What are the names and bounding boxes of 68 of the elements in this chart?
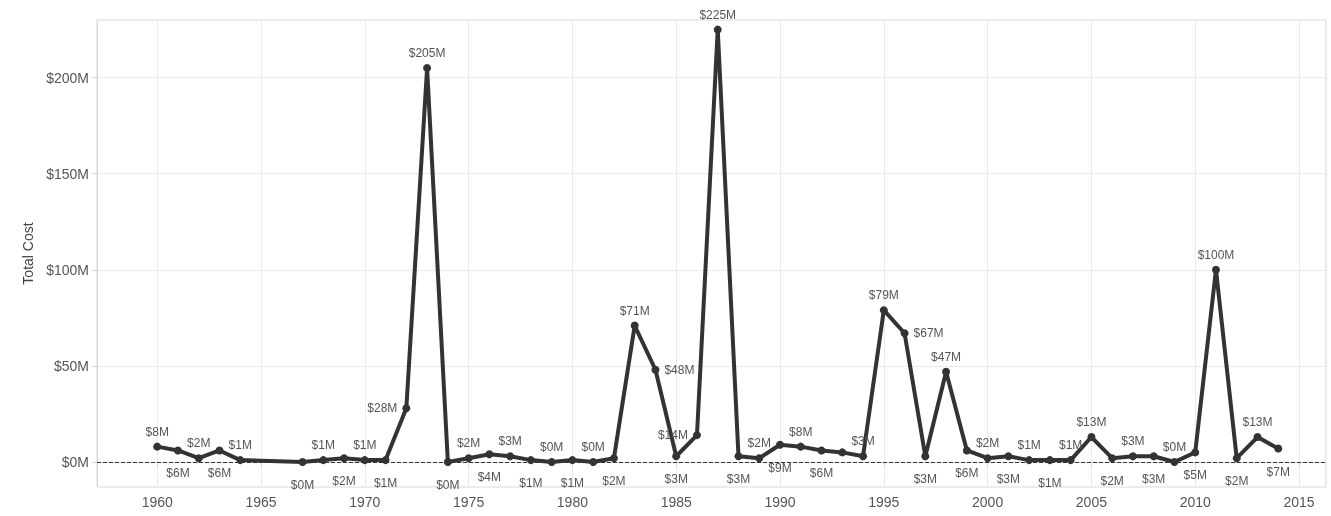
x-tick-label: 1975 — [453, 494, 485, 510]
data-label: $8M — [789, 424, 813, 439]
x-tick-label: 2010 — [1179, 494, 1211, 510]
data-label: $79M — [868, 288, 899, 303]
data-label: $3M — [498, 434, 522, 449]
data-label: $1M — [373, 476, 398, 491]
data-label: $100M — [1197, 247, 1235, 262]
data-label: $3M — [996, 472, 1021, 487]
data-label: $1M — [353, 438, 377, 453]
y-tick-label: $200M — [46, 69, 89, 86]
data-label: $0M — [1162, 440, 1187, 455]
data-label: $1M — [1058, 438, 1083, 453]
data-label: $47M — [931, 349, 962, 364]
x-tick-label: 1995 — [868, 494, 900, 510]
data-label: $3M — [1142, 472, 1166, 487]
x-tick-label: 1960 — [141, 494, 173, 510]
x-tick-label: 2005 — [1075, 494, 1108, 510]
data-label: $225M — [699, 7, 737, 22]
data-label: $7M — [1266, 464, 1290, 479]
data-label: $67M — [913, 326, 944, 341]
data-label: $2M — [975, 436, 1000, 451]
data-label: $48M — [664, 362, 695, 377]
data-label: $28M — [367, 401, 398, 416]
data-label: $6M — [809, 466, 834, 481]
data-label: $13M — [1242, 415, 1273, 430]
x-tick-label: 1990 — [764, 494, 796, 510]
data-label: $0M — [581, 440, 605, 455]
data-label: $3M — [726, 472, 751, 487]
data-label: $6M — [207, 466, 232, 481]
data-label: $1M — [519, 476, 543, 491]
data-label: $1M — [1038, 476, 1062, 491]
data-label: $3M — [664, 472, 688, 487]
data-label: $205M — [408, 46, 446, 61]
x-tick-label: 1980 — [556, 494, 589, 510]
data-label: $1M — [1017, 438, 1041, 453]
data-label: $0M — [539, 440, 564, 455]
data-label: $2M — [1100, 474, 1124, 489]
data-label: $2M — [456, 436, 481, 451]
data-label: $1M — [311, 438, 335, 453]
x-tick-label: 2000 — [972, 494, 1004, 510]
data-label: $0M — [290, 478, 315, 493]
x-tick-label: 1985 — [660, 494, 692, 510]
y-tick-label: $0M — [61, 454, 89, 471]
data-label: $8M — [145, 424, 169, 439]
data-label: $2M — [187, 436, 211, 451]
data-label: $13M — [1076, 415, 1107, 430]
data-label: $0M — [436, 478, 460, 493]
data-label: $6M — [166, 466, 190, 481]
data-label: $2M — [747, 436, 771, 451]
data-label: $3M — [1121, 434, 1145, 449]
data-label: $71M — [619, 303, 650, 318]
data-label: $6M — [955, 466, 979, 481]
y-axis-title: Total Cost — [20, 222, 36, 285]
data-label: $9M — [768, 460, 792, 475]
y-tick-label: $50M — [53, 357, 89, 374]
x-tick-label: 1965 — [245, 494, 277, 510]
data-label: $2M — [1225, 474, 1249, 489]
y-tick-label: $150M — [46, 165, 89, 182]
data-label: $2M — [332, 474, 356, 489]
x-tick-label: 1970 — [349, 494, 381, 510]
data-label: $4M — [477, 470, 502, 485]
data-label: $2M — [602, 474, 626, 489]
x-tick-label: 2015 — [1283, 494, 1315, 510]
data-label: $1M — [560, 476, 585, 491]
data-label: $5M — [1183, 468, 1207, 483]
y-tick-label: $100M — [46, 261, 89, 278]
data-label: $1M — [228, 438, 252, 453]
data-label: $3M — [913, 472, 938, 487]
